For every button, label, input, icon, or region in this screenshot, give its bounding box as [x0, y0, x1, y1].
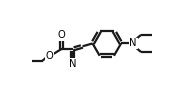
Text: O: O [46, 51, 53, 61]
Text: N: N [129, 38, 137, 48]
Text: O: O [57, 30, 65, 40]
Text: N: N [69, 59, 76, 69]
